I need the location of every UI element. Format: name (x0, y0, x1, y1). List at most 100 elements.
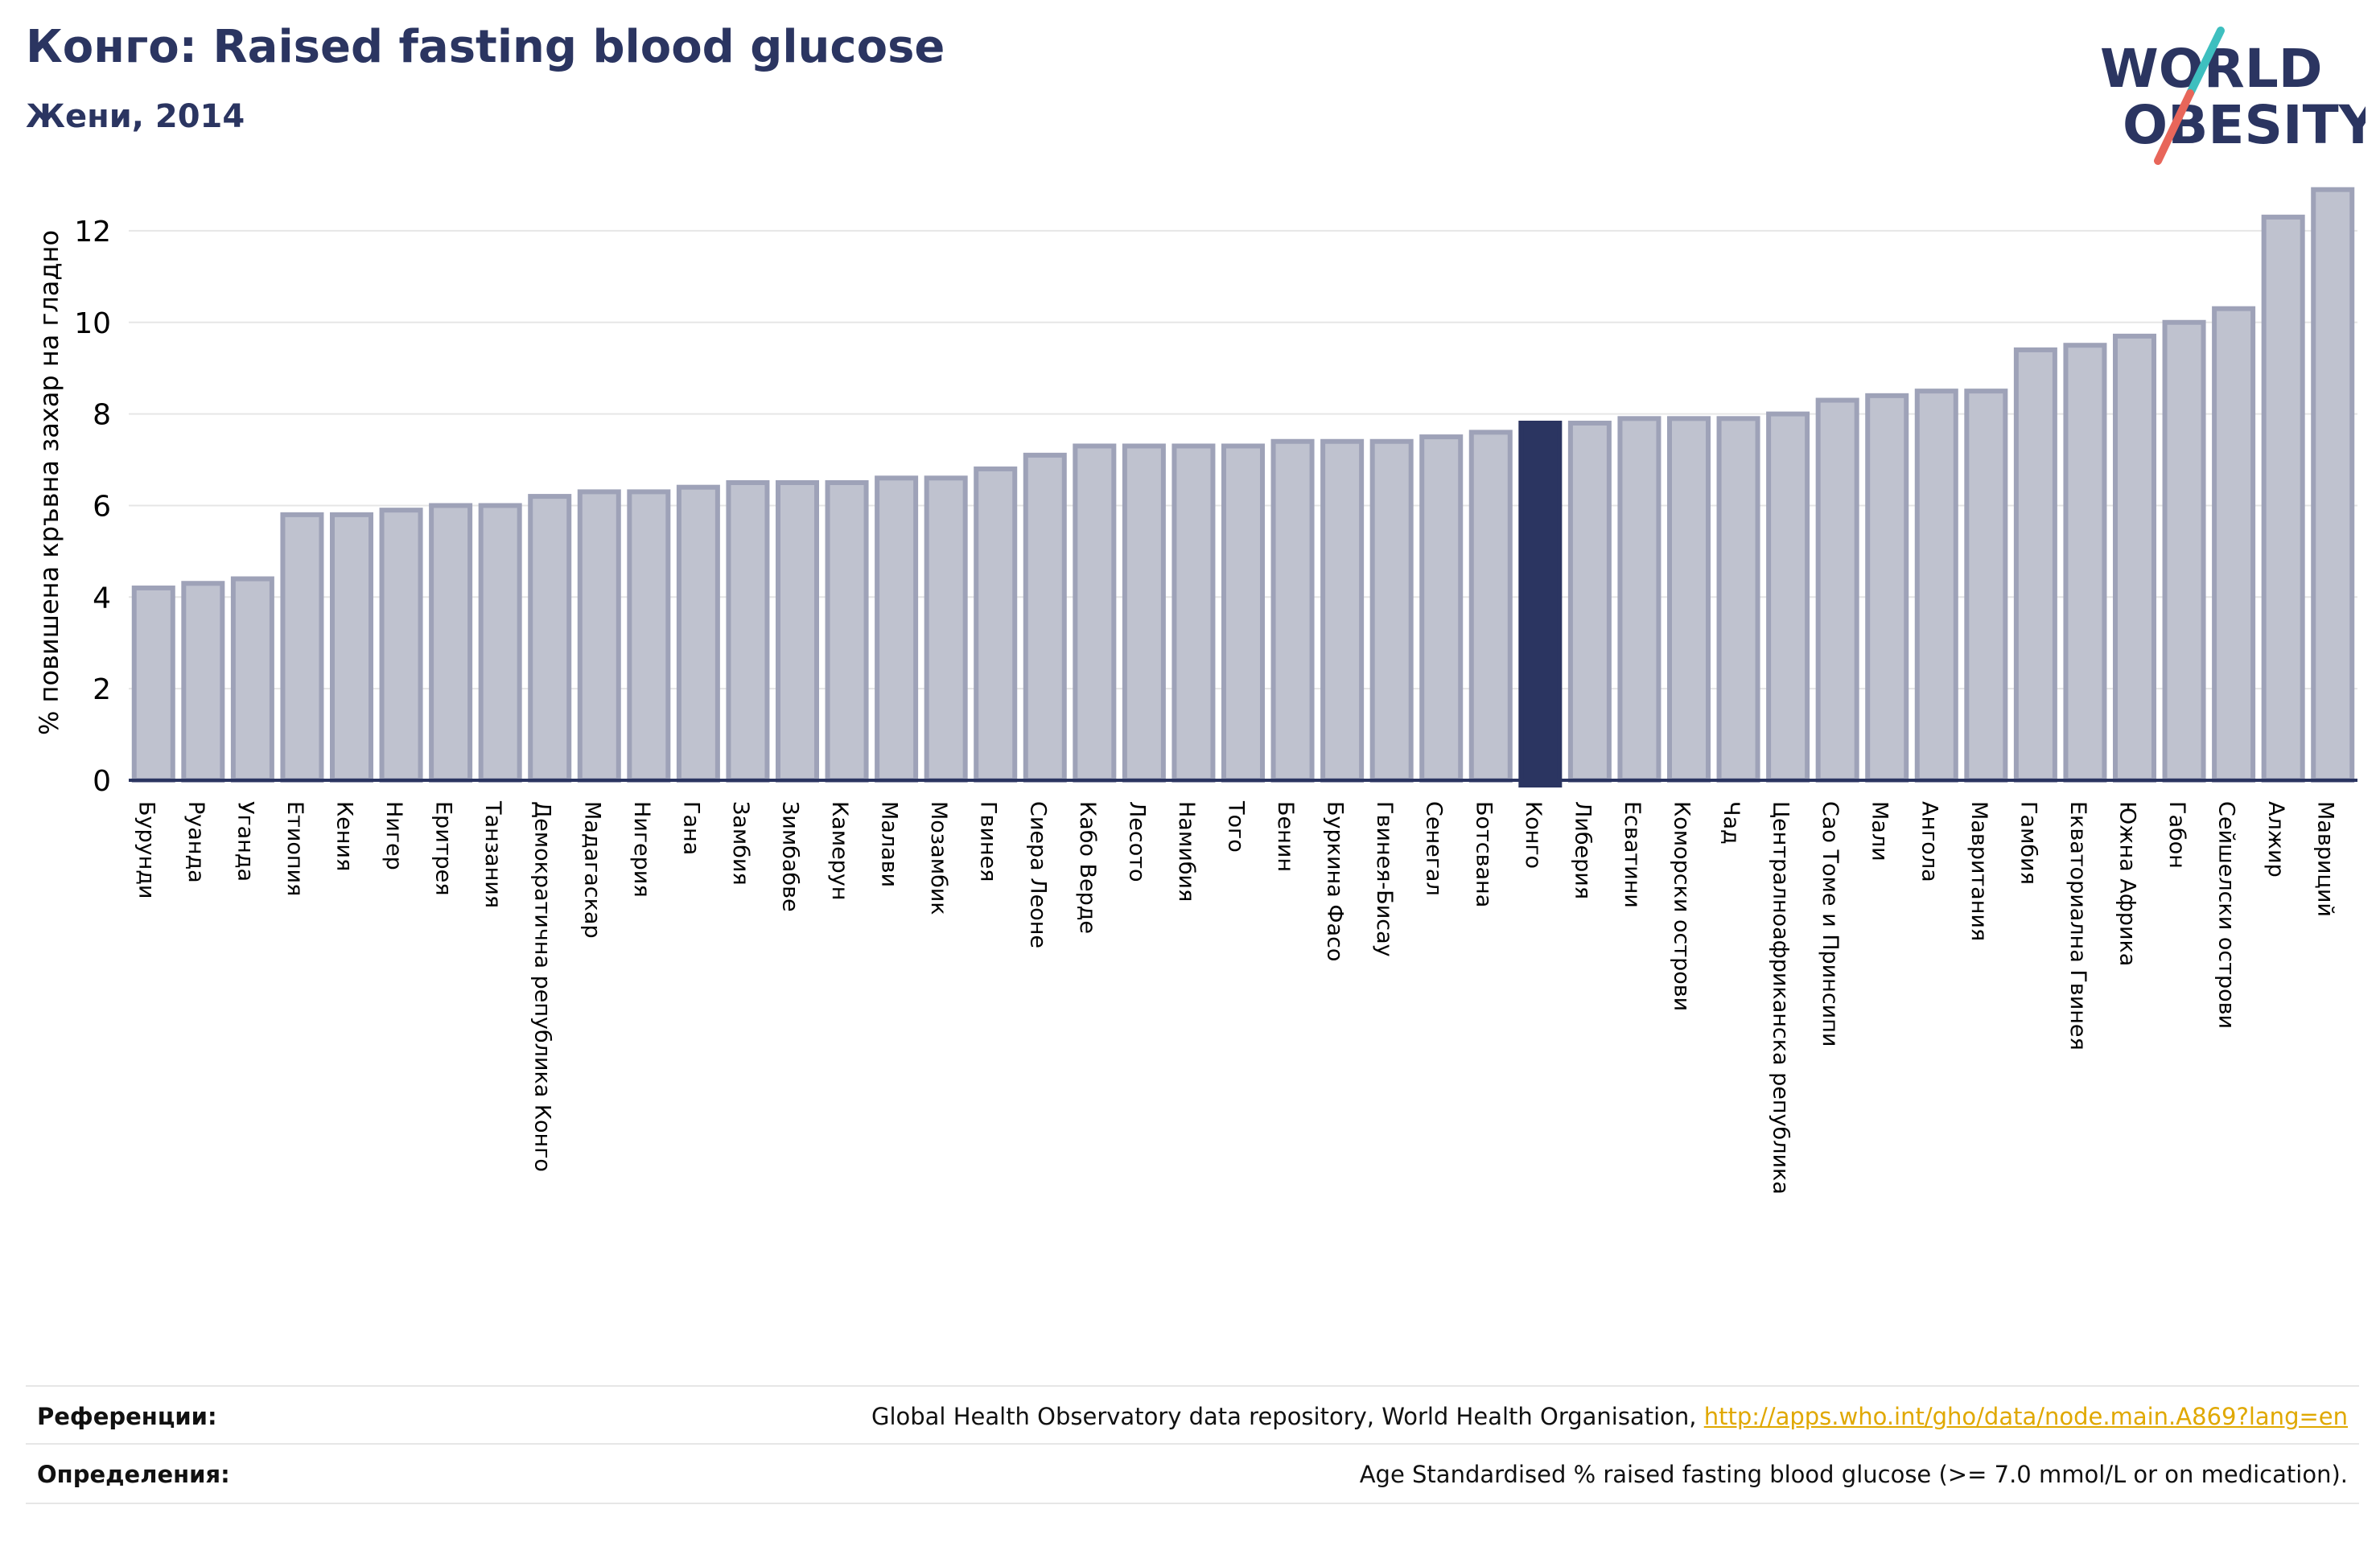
x-tick-label: Кабо Верде (1075, 801, 1100, 934)
bar-34 (1815, 397, 1859, 783)
logo-slash-teal (2186, 27, 2225, 97)
references-value: Global Health Observatory data repositor… (871, 1403, 2348, 1430)
y-axis-label: % повишена кръвна захар на гладно (34, 230, 64, 735)
x-tick-label: Ботсвана (1471, 801, 1496, 907)
bar-11 (676, 484, 720, 783)
bar-16 (924, 475, 968, 783)
world-obesity-logo: WORLD OBESITY (2100, 27, 2366, 165)
x-tick-label: Сейшелски острови (2214, 801, 2239, 1029)
x-tick-label: Еритрея (431, 801, 456, 895)
x-tick-label: Руанда (183, 801, 208, 883)
bar-31 (1666, 416, 1711, 783)
bar-39 (2063, 343, 2107, 783)
footer: Референции: Global Health Observatory da… (26, 1385, 2359, 1506)
x-tick-label: Демократична република Конго (530, 801, 555, 1172)
x-tick-label: Конго (1521, 801, 1546, 869)
references-text: Global Health Observatory data repositor… (871, 1403, 1704, 1430)
bar-12 (726, 480, 770, 783)
bar-20 (1122, 443, 1166, 783)
references-label: Референции: (37, 1403, 217, 1430)
x-tick-label: Мадагаскар (579, 801, 604, 939)
bar-24 (1320, 438, 1365, 783)
bar-29 (1567, 421, 1612, 783)
x-tick-label: Мали (1867, 801, 1892, 861)
bar-38 (2013, 347, 2057, 783)
x-tick-label: Сао Томе и Принсипи (1818, 801, 1843, 1047)
x-tick-label: Уганда (233, 801, 257, 882)
bar-4 (329, 512, 374, 783)
x-tick-label: Етиопия (282, 801, 307, 896)
bar-25 (1369, 438, 1414, 783)
x-tick-label: Мавриций (2313, 801, 2338, 917)
definitions-row: Определения: Age Standardised % raised f… (26, 1443, 2359, 1504)
bar-21 (1171, 443, 1216, 783)
bar-13 (775, 480, 820, 783)
bars (131, 187, 2355, 787)
bar-37 (1964, 389, 2008, 783)
bar-chart: 0 2 4 6 8 10 12 Бурунди Руанда Уганда Етиопия Кени… (34, 187, 2357, 1195)
bar-9 (577, 489, 621, 783)
bar-5 (379, 508, 423, 783)
x-tick-label: Зимбабве (778, 801, 803, 912)
x-tick-label: Малави (877, 801, 902, 887)
x-tick-label: Бенин (1273, 801, 1298, 872)
y-tick-label: 4 (93, 582, 111, 615)
x-tick-label: Екваториална Гвинея (2065, 801, 2090, 1051)
bar-10 (627, 489, 671, 783)
bar-18 (1023, 452, 1067, 783)
page-subtitle: Жени, 2014 (26, 98, 245, 135)
y-tick-label: 0 (93, 765, 111, 798)
x-tick-label: Ангола (1917, 801, 1941, 882)
x-tick-label: Есватини (1620, 801, 1645, 908)
references-link[interactable]: http://apps.who.int/gho/data/node.main.A… (1703, 1403, 2348, 1430)
bar-42 (2212, 306, 2256, 783)
bar-0 (131, 585, 175, 783)
x-tick-label: Гвинея-Бисау (1372, 801, 1397, 957)
x-tick-label: Лесото (1124, 801, 1149, 882)
x-tick-label: Алжир (2263, 801, 2288, 878)
bar-23 (1270, 438, 1315, 783)
bar-36 (1914, 389, 1958, 783)
bar-41 (2162, 319, 2206, 783)
x-tick-label: Нигер (381, 801, 406, 870)
x-tick-label: Коморски острови (1670, 801, 1694, 1011)
y-axis-ticks: 0 2 4 6 8 10 12 (74, 216, 111, 798)
x-tick-label: Централноафриканска република (1769, 801, 1793, 1195)
bar-44 (2311, 187, 2355, 783)
y-tick-label: 2 (93, 673, 111, 706)
bar-17 (974, 466, 1018, 783)
bar-6 (429, 503, 473, 783)
page-title: Конго: Raised fasting blood glucose (26, 21, 945, 73)
x-tick-label: Либерия (1570, 801, 1595, 899)
bar-2 (230, 576, 274, 783)
x-tick-label: Сиера Леоне (1025, 801, 1050, 948)
bar-28 (1518, 421, 1563, 787)
bar-15 (875, 475, 919, 783)
y-tick-label: 12 (74, 216, 111, 249)
definitions-label: Определения: (37, 1461, 230, 1488)
x-tick-label: Буркина Фасо (1323, 801, 1348, 961)
x-tick-label: Бурунди (134, 801, 159, 899)
x-tick-label: Мавритания (1966, 801, 1991, 941)
bar-22 (1221, 443, 1266, 783)
x-tick-label: Габон (2164, 801, 2189, 869)
x-tick-label: Гана (678, 801, 703, 855)
x-tick-label: Гамбия (2016, 801, 2040, 885)
x-tick-label: Намибия (1174, 801, 1199, 902)
bar-43 (2261, 214, 2305, 783)
x-tick-label: Сенегал (1422, 801, 1447, 896)
y-tick-label: 6 (93, 490, 111, 523)
bar-32 (1716, 416, 1760, 783)
references-row: Референции: Global Health Observatory da… (26, 1385, 2359, 1445)
x-tick-label: Кения (332, 801, 357, 871)
x-tick-label: Мозамбик (926, 801, 951, 915)
bar-35 (1865, 393, 1909, 783)
y-tick-label: 10 (74, 307, 111, 340)
bar-8 (528, 494, 572, 783)
definitions-value: Age Standardised % raised fasting blood … (1359, 1461, 2348, 1488)
x-axis-ticks: Бурунди Руанда Уганда Етиопия Кения Нигер Ерит… (134, 800, 2337, 1195)
y-tick-label: 8 (93, 399, 111, 432)
bar-19 (1073, 443, 1117, 783)
x-tick-label: Гвинея (976, 801, 1001, 882)
x-tick-label: Того (1224, 800, 1249, 853)
